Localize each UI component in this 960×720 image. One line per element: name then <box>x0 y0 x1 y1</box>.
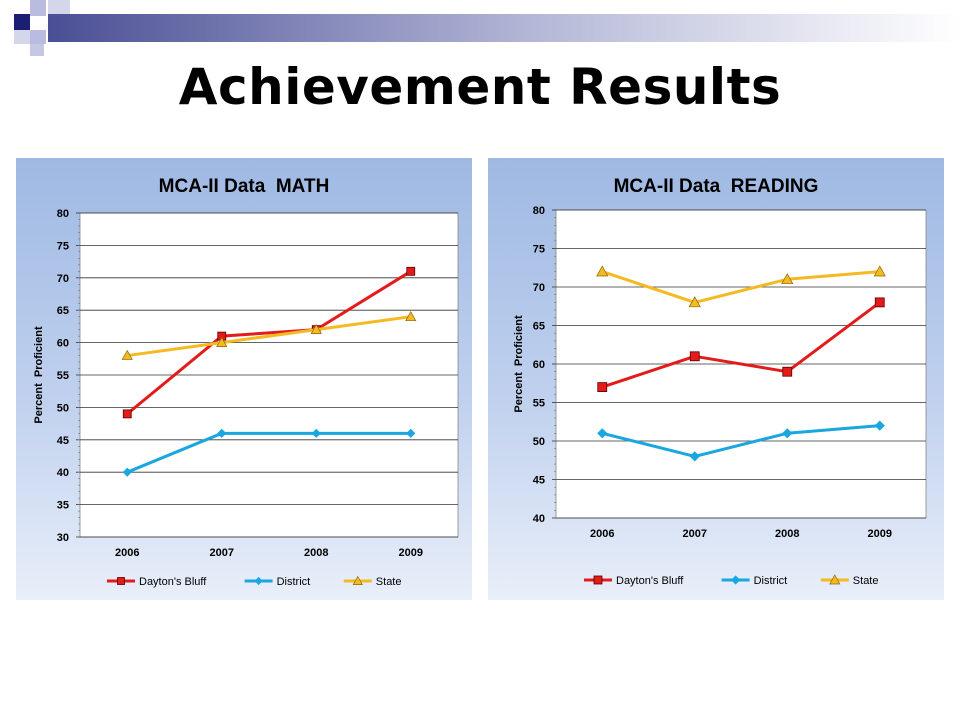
reading-y-tick-label: 50 <box>533 436 545 448</box>
math-point-state <box>405 310 417 322</box>
math-legend-marker-district <box>254 576 263 586</box>
deco-square-light <box>30 30 46 44</box>
math-point-district <box>217 428 227 438</box>
deco-square-navy <box>14 14 30 30</box>
reading-point-district <box>782 428 793 439</box>
reading-series-line-state <box>601 270 880 304</box>
reading-point-district <box>874 420 885 431</box>
math-x-tick-label: 2008 <box>304 547 328 559</box>
reading-chart-title: MCA-II Data READING <box>614 176 819 197</box>
deco-square-light <box>30 44 44 56</box>
math-y-tick-label: 60 <box>57 338 69 350</box>
math-legend-label-state: State <box>376 576 402 588</box>
reading-legend-marker-district <box>731 575 741 585</box>
math-legend-label-district: District <box>277 576 311 588</box>
reading-point-state <box>688 296 701 308</box>
reading-x-tick-label: 2008 <box>775 528 799 540</box>
math-point-state <box>216 336 228 347</box>
reading-legend-label-district: District <box>754 575 788 587</box>
reading-point-district <box>689 451 700 462</box>
math-x-tick-label: 2006 <box>115 547 139 559</box>
math-y-tick-label: 65 <box>57 305 69 317</box>
reading-series-line-dayton-s-bluff <box>601 301 881 389</box>
math-y-axis-label: Percent Proficient <box>33 326 45 424</box>
math-y-tick-label: 50 <box>57 402 69 414</box>
deco-square-light <box>14 30 30 44</box>
math-line-chart: MCA-II Data MATH 30 35 40 45 50 55 60 65 70 75 80 20… <box>33 176 459 588</box>
math-y-tick-label: 40 <box>57 467 69 479</box>
math-legend-marker-state <box>352 575 363 585</box>
slide-decoration <box>14 0 960 56</box>
math-series-line-district <box>126 431 411 474</box>
slide-title: Achievement Results <box>178 58 782 116</box>
reading-point-district <box>597 428 608 439</box>
reading-y-tick-label: 40 <box>533 513 545 525</box>
math-chart-panel: MCA-II Data MATH 30 35 40 45 50 55 60 65 70 75 80 20… <box>16 158 472 600</box>
reading-legend-label-state: State <box>853 575 879 587</box>
reading-y-axis-label: Percent Proficient <box>513 315 525 413</box>
math-point-dayton-s-bluff <box>122 409 132 419</box>
math-y-tick-label: 70 <box>57 273 69 285</box>
math-point-district <box>311 428 321 438</box>
math-y-tick-label: 45 <box>57 435 69 447</box>
deco-header-bar <box>48 14 960 42</box>
reading-chart-panel: MCA-II Data READING 40 45 50 55 60 65 70 75 80 200… <box>488 158 944 600</box>
math-point-state <box>121 349 133 360</box>
reading-point-state <box>596 265 609 277</box>
reading-legend-marker-dayton-s-bluff <box>593 575 603 585</box>
math-point-state <box>310 323 322 334</box>
reading-point-dayton-s-bluff <box>597 382 608 393</box>
reading-x-tick-label: 2009 <box>868 528 892 540</box>
reading-point-dayton-s-bluff <box>874 297 885 308</box>
reading-legend-marker-state <box>829 574 841 585</box>
math-y-tick-label: 35 <box>57 500 69 512</box>
reading-y-tick-label: 60 <box>533 359 545 371</box>
reading-point-state <box>781 273 794 285</box>
reading-y-tick-label: 45 <box>533 475 545 487</box>
math-x-tick-label: 2009 <box>399 547 423 559</box>
reading-y-tick-label: 55 <box>533 398 545 410</box>
reading-point-state <box>873 265 886 277</box>
math-point-dayton-s-bluff <box>406 266 416 276</box>
deco-square-light <box>30 0 46 16</box>
math-y-tick-label: 75 <box>57 240 69 252</box>
reading-point-dayton-s-bluff <box>782 366 793 377</box>
math-point-district <box>122 467 132 477</box>
math-legend-marker-dayton-s-bluff <box>117 577 125 585</box>
math-series-line-state <box>127 315 411 358</box>
math-y-tick-label: 30 <box>57 532 69 544</box>
reading-series-line-district <box>601 424 880 458</box>
reading-legend-label-dayton-s-bluff: Dayton's Bluff <box>616 575 684 587</box>
math-y-tick-label: 55 <box>57 370 69 382</box>
reading-y-tick-label: 70 <box>533 282 545 294</box>
reading-point-dayton-s-bluff <box>689 351 700 362</box>
math-legend-label-dayton-s-bluff: Dayton's Bluff <box>139 576 207 588</box>
math-y-tick-label: 80 <box>57 208 69 220</box>
reading-y-tick-label: 80 <box>533 205 545 217</box>
math-chart-title: MCA-II Data MATH <box>159 176 330 197</box>
reading-x-tick-label: 2007 <box>683 528 707 540</box>
math-point-district <box>406 428 416 438</box>
deco-square-light <box>48 0 70 14</box>
math-x-tick-label: 2007 <box>210 547 234 559</box>
reading-line-chart: MCA-II Data READING 40 45 50 55 60 65 70 75 80 200… <box>513 176 927 587</box>
reading-x-tick-label: 2006 <box>590 528 614 540</box>
reading-y-tick-label: 75 <box>533 244 545 256</box>
reading-y-tick-label: 65 <box>533 321 545 333</box>
math-series-line-dayton-s-bluff <box>126 270 412 416</box>
